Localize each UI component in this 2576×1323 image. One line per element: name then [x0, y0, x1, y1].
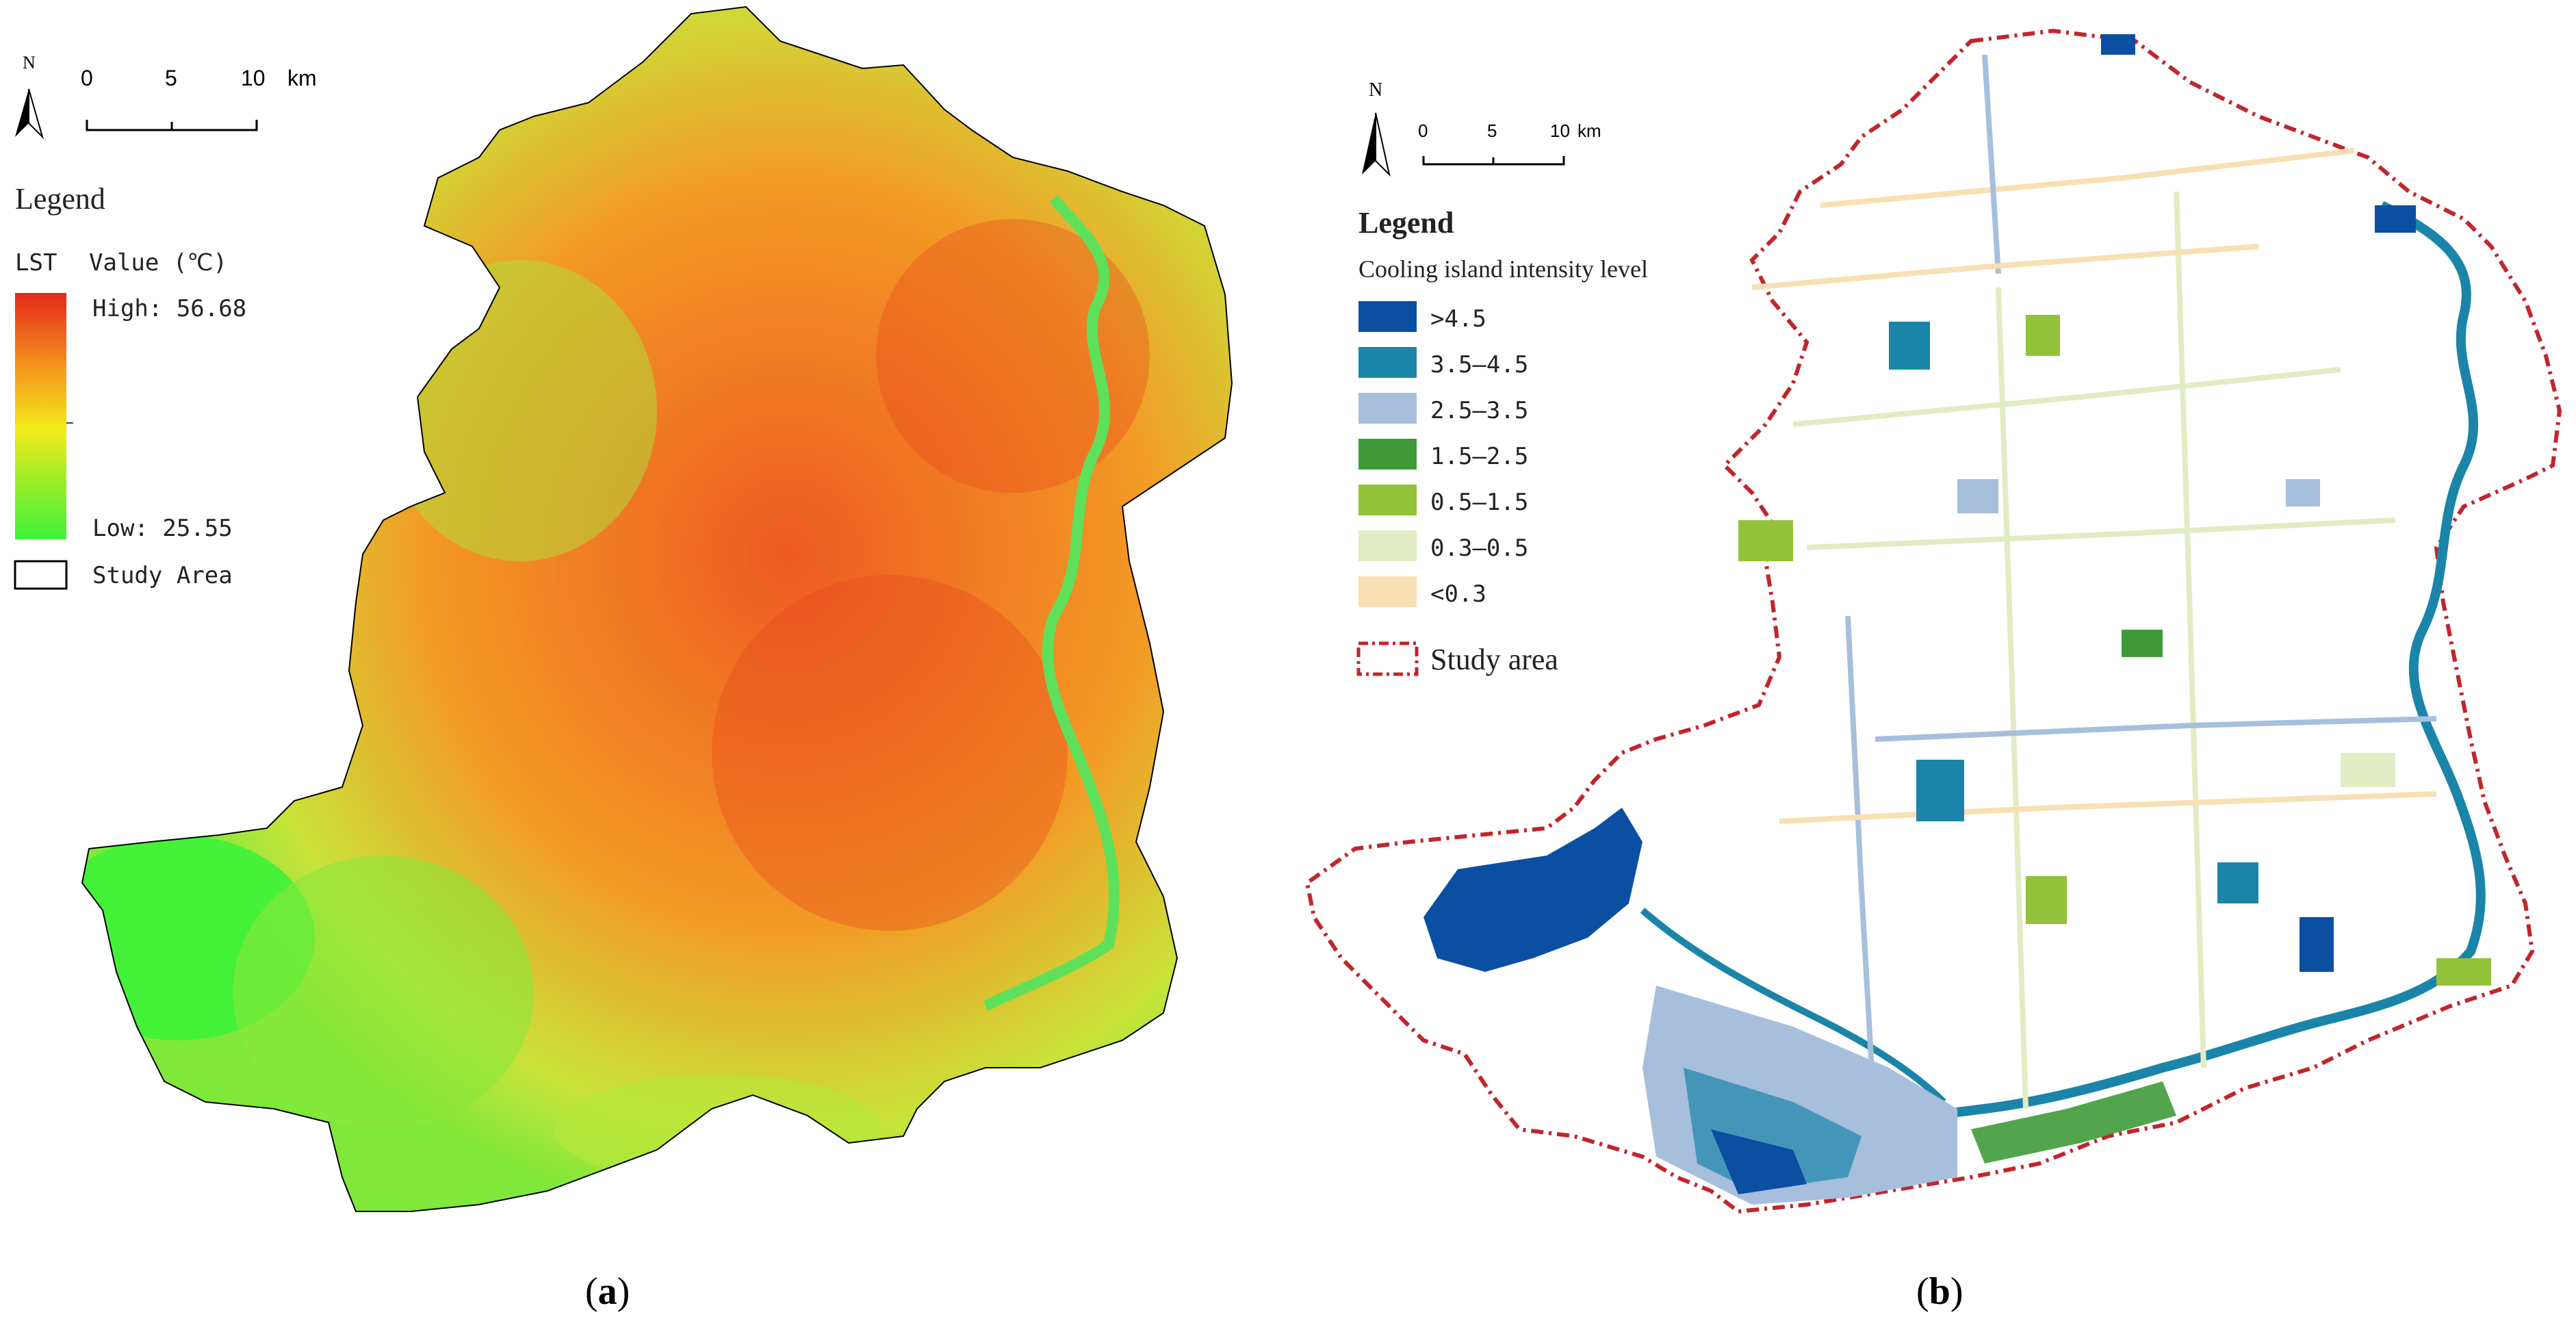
legend-subtitle-b: Cooling island intensity level	[1358, 255, 1648, 283]
lst-map-outline	[81, 5, 1233, 1212]
scale-bar: 0 5 10 km	[81, 66, 317, 131]
legend-label-2: 2.5–3.5	[1430, 397, 1528, 424]
scale-tick-10-b: 10	[1550, 120, 1570, 141]
study-area-label-b: Study area	[1430, 643, 1558, 676]
scale-tick-0-b: 0	[1418, 120, 1428, 141]
scale-bar-b: 0 5 10 km	[1418, 120, 1601, 166]
cooling-river	[1820, 201, 2486, 1134]
cooling-legend: >4.5 3.5–4.5 2.5–3.5 1.5–2.5 0.5–1.5 0.3–0.5 <…	[1358, 301, 1528, 608]
legend-title-b: Legend	[1358, 206, 1454, 240]
lst-label: LST	[15, 249, 57, 277]
legend-swatch-0	[1358, 301, 1417, 332]
scale-tick-5: 5	[165, 66, 177, 90]
legend-label-5: 0.3–0.5	[1430, 535, 1528, 562]
panel-a: N 0 5 10 km Legend LST Value (℃) High: 5…	[14, 5, 1233, 1313]
north-arrow-icon	[15, 88, 44, 140]
lst-color-ramp	[15, 293, 66, 539]
legend-label-4: 0.5–1.5	[1430, 489, 1528, 516]
cooling-lake	[1424, 808, 1643, 972]
north-arrow-icon-b	[1362, 112, 1391, 177]
study-area-swatch	[14, 560, 68, 590]
legend-label-6: <0.3	[1430, 580, 1486, 608]
value-label: Value (℃)	[89, 249, 227, 277]
north-label: N	[23, 53, 36, 73]
legend-swatch-4	[1358, 485, 1417, 515]
scale-tick-5-b: 5	[1487, 120, 1497, 141]
study-area-label: Study Area	[92, 562, 233, 589]
legend-swatch-5	[1358, 530, 1417, 561]
scale-tick-0: 0	[81, 66, 93, 90]
legend-swatch-3	[1358, 439, 1417, 470]
panel-b: N 0 5 10 km Legend Cooling island intens…	[1304, 28, 2562, 1313]
low-label: Low: 25.55	[92, 515, 233, 542]
scale-tick-10: 10	[241, 66, 266, 90]
caption-a: (a)	[585, 1270, 630, 1313]
legend-label-1: 3.5–4.5	[1430, 351, 1528, 378]
scale-unit-b: km	[1577, 120, 1601, 141]
legend-label-0: >4.5	[1430, 305, 1486, 333]
caption-b: (b)	[1916, 1270, 1963, 1313]
legend-swatch-2	[1358, 393, 1417, 424]
study-area-swatch-b	[1356, 641, 1419, 676]
study-area-boundary	[1304, 28, 2562, 1214]
legend-swatch-6	[1358, 576, 1417, 607]
north-label-b: N	[1369, 79, 1382, 101]
scale-unit: km	[287, 66, 317, 90]
legend-swatch-1	[1358, 347, 1417, 378]
legend-label-3: 1.5–2.5	[1430, 443, 1528, 470]
lst-map	[82, 7, 1232, 1211]
legend-title: Legend	[15, 182, 105, 216]
cooling-map	[1304, 28, 2562, 1214]
high-label: High: 56.68	[92, 295, 246, 322]
